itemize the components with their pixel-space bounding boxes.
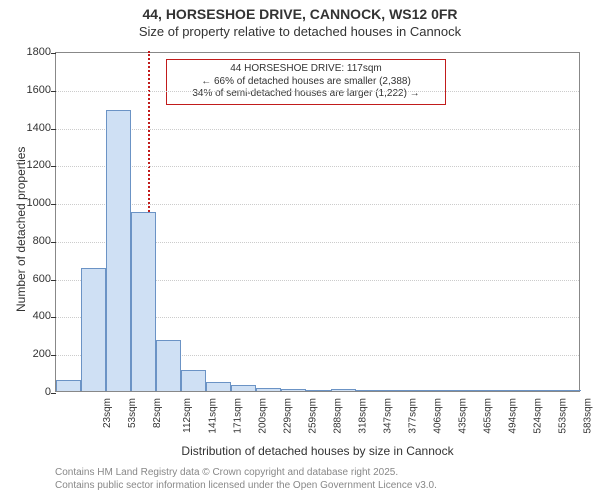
- ytick-label: 1000: [0, 197, 51, 209]
- xtick-label: 583sqm: [582, 398, 593, 434]
- ytick-label: 600: [0, 273, 51, 285]
- histogram-bar: [256, 388, 281, 391]
- chart-title-main: 44, HORSESHOE DRIVE, CANNOCK, WS12 0FR: [0, 6, 600, 22]
- ytick-label: 0: [0, 386, 51, 398]
- histogram-bar: [281, 389, 306, 391]
- ytick-mark: [51, 129, 56, 130]
- histogram-bar: [106, 110, 131, 391]
- xtick-label: 406sqm: [432, 398, 443, 434]
- xtick-label: 171sqm: [232, 398, 243, 434]
- histogram-bar: [356, 390, 381, 392]
- xtick-label: 494sqm: [507, 398, 518, 434]
- ytick-mark: [51, 53, 56, 54]
- ytick-label: 800: [0, 235, 51, 247]
- histogram-bar: [381, 390, 406, 391]
- histogram-bar: [131, 212, 156, 391]
- xtick-label: 435sqm: [457, 398, 468, 434]
- xtick-label: 259sqm: [307, 398, 318, 434]
- histogram-bar: [156, 340, 181, 391]
- y-axis-title: Number of detached properties: [14, 147, 28, 312]
- xtick-label: 318sqm: [357, 398, 368, 434]
- xtick-label: 53sqm: [127, 398, 138, 428]
- histogram-bar: [181, 370, 206, 391]
- ytick-mark: [51, 204, 56, 205]
- gridline: [56, 166, 579, 167]
- ytick-mark: [51, 166, 56, 167]
- ytick-label: 1400: [0, 122, 51, 134]
- chart-title-sub: Size of property relative to detached ho…: [0, 24, 600, 39]
- ytick-mark: [51, 355, 56, 356]
- ytick-mark: [51, 91, 56, 92]
- xtick-label: 524sqm: [532, 398, 543, 434]
- histogram-bar: [206, 382, 231, 391]
- gridline: [56, 204, 579, 205]
- histogram-bar: [531, 390, 556, 391]
- histogram-bar: [506, 390, 531, 391]
- histogram-bar: [481, 390, 506, 391]
- xtick-label: 82sqm: [152, 398, 163, 428]
- footer-note: Contains HM Land Registry data © Crown c…: [55, 466, 437, 492]
- annotation-line-1: 44 HORSESHOE DRIVE: 117sqm: [173, 63, 439, 76]
- ytick-mark: [51, 280, 56, 281]
- xtick-label: 229sqm: [282, 398, 293, 434]
- histogram-bar: [306, 390, 331, 392]
- xtick-label: 200sqm: [257, 398, 268, 434]
- xtick-label: 23sqm: [102, 398, 113, 428]
- plot-area: 44 HORSESHOE DRIVE: 117sqm ← 66% of deta…: [55, 52, 580, 392]
- ytick-mark: [51, 317, 56, 318]
- annotation-line-2: ← 66% of detached houses are smaller (2,…: [173, 76, 439, 89]
- footer-line-1: Contains HM Land Registry data © Crown c…: [55, 466, 437, 479]
- histogram-bar: [231, 385, 256, 391]
- ytick-label: 1200: [0, 159, 51, 171]
- histogram-bar: [56, 380, 81, 391]
- histogram-bar: [406, 390, 431, 391]
- xtick-label: 347sqm: [382, 398, 393, 434]
- gridline: [56, 129, 579, 130]
- xtick-label: 112sqm: [181, 398, 192, 433]
- histogram-bar: [331, 389, 356, 391]
- histogram-bar: [556, 390, 581, 391]
- ytick-mark: [51, 393, 56, 394]
- ytick-mark: [51, 242, 56, 243]
- histogram-bar: [456, 390, 481, 391]
- ytick-label: 200: [0, 348, 51, 360]
- title-block: 44, HORSESHOE DRIVE, CANNOCK, WS12 0FR S…: [0, 0, 600, 39]
- gridline: [56, 91, 579, 92]
- chart-container: 44, HORSESHOE DRIVE, CANNOCK, WS12 0FR S…: [0, 0, 600, 500]
- x-axis-title: Distribution of detached houses by size …: [55, 444, 580, 458]
- footer-line-2: Contains public sector information licen…: [55, 479, 437, 492]
- xtick-label: 141sqm: [207, 398, 218, 434]
- ytick-label: 1800: [0, 46, 51, 58]
- histogram-bar: [431, 390, 456, 391]
- xtick-label: 553sqm: [557, 398, 568, 434]
- xtick-label: 465sqm: [482, 398, 493, 434]
- xtick-label: 377sqm: [407, 398, 418, 434]
- annotation-box: 44 HORSESHOE DRIVE: 117sqm ← 66% of deta…: [166, 59, 446, 105]
- ytick-label: 400: [0, 310, 51, 322]
- ytick-label: 1600: [0, 84, 51, 96]
- xtick-label: 288sqm: [332, 398, 343, 434]
- histogram-bar: [81, 268, 106, 391]
